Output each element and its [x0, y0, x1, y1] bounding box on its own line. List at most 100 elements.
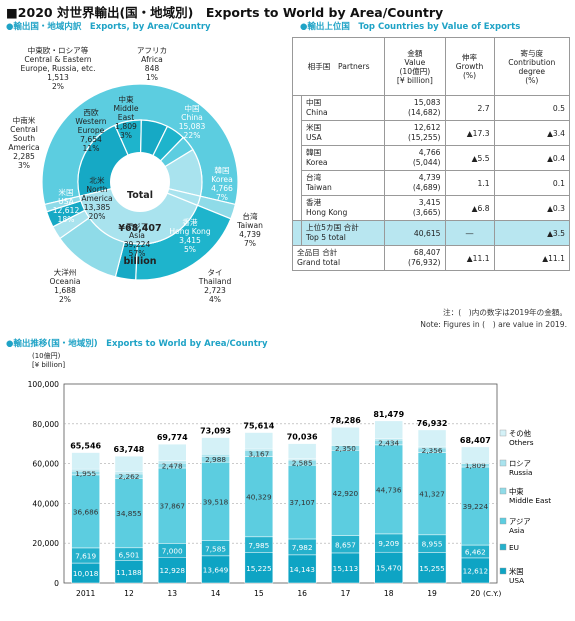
- pie-total-line1: Total: [127, 190, 153, 201]
- pie-total-line2: ¥68,407: [118, 223, 162, 234]
- bar-segment: [331, 552, 360, 584]
- row-indent: [292, 95, 302, 221]
- legend-swatch: [499, 487, 507, 495]
- legend-label: EU: [509, 543, 519, 552]
- pie-label-middleeast: 中東 Middle East 1,809 3%: [113, 95, 139, 140]
- grand-en: Grand total: [297, 258, 341, 267]
- bar-value-label: 2,262: [119, 472, 140, 481]
- bar-value-label: 15,225: [246, 564, 272, 573]
- value-2020: 3,415: [418, 198, 441, 207]
- bar-total-label: 70,036: [287, 433, 318, 442]
- bar-segment: [158, 557, 187, 584]
- bar-total-label: 81,479: [373, 410, 404, 419]
- table-row: 中国 China 15,083 (14,682) 2.7 0.5: [292, 95, 571, 221]
- country-jp: 中国: [306, 98, 322, 107]
- pie-total-label: Total ¥68,407 billion: [118, 168, 161, 278]
- pie-label-oceania: 大洋州 Oceania 1,688 2%: [49, 268, 81, 304]
- legend-swatch: [499, 543, 507, 551]
- bar-total-label: 65,546: [70, 442, 101, 451]
- table-row: 米国 USA 12,612 (15,255) ▲17.3 ▲3.4: [293, 120, 571, 146]
- value-2020: 15,083: [413, 98, 441, 107]
- bar-segment: [244, 432, 274, 450]
- pie-label-taiwan: 台湾 Taiwan 4,739 7%: [237, 212, 263, 248]
- bar-total-label: 69,774: [157, 433, 188, 442]
- legend-label: ロシア: [509, 459, 531, 468]
- bar-value-label: 7,000: [162, 546, 183, 555]
- growth: 1.1: [444, 170, 495, 196]
- bar-segment: [287, 443, 317, 460]
- table-row-top5: 上位5カ国 合計 Top 5 total 40,615 ― ▲3.5: [292, 220, 571, 246]
- legend-swatch: [499, 567, 507, 575]
- pie-label-northamerica: 北米 North America 13,385 20%: [81, 176, 113, 221]
- contribution: ▲3.4: [493, 120, 571, 146]
- bar-value-label: 1,809: [465, 461, 486, 470]
- x-tick-label: 18: [384, 589, 394, 598]
- y-tick-label: 60,000: [32, 460, 59, 469]
- y-tick-label: 20,000: [32, 539, 59, 548]
- bar-value-label: 8,657: [335, 540, 356, 549]
- bar-value-label: 39,224: [463, 502, 489, 511]
- bar-segment: [287, 464, 317, 540]
- bar-segment: [201, 555, 230, 584]
- x-tick-label: 13: [167, 589, 177, 598]
- pie-label-cee: 中東欧・ロシア等 Central & Eastern Europe, Russi…: [20, 46, 96, 91]
- grand-jp: 全品目 合計: [297, 248, 338, 257]
- bar-total-label: 75,614: [243, 422, 274, 431]
- bar-segment: [201, 461, 230, 541]
- contribution: ▲0.4: [493, 145, 571, 171]
- bar-segment: [114, 478, 144, 549]
- bar-value-label: 8,955: [422, 540, 443, 549]
- bar-segment: [71, 452, 100, 470]
- bar-value-label: 2,585: [292, 459, 313, 468]
- bar-ylabel: (10億円) [¥ billion]: [32, 352, 66, 369]
- country-en: China: [306, 108, 328, 117]
- x-tick-label: 2011: [76, 589, 95, 598]
- bar-segment: [201, 437, 230, 455]
- legend-swatch: [499, 429, 507, 437]
- bar-value-label: 6,501: [119, 550, 140, 559]
- grand-value-2019: (76,932): [408, 258, 441, 267]
- bar-value-label: 34,855: [116, 509, 142, 518]
- country-en: USA: [306, 133, 322, 142]
- bar-value-label: 13,649: [203, 565, 229, 574]
- pie-total-line3: billion: [123, 256, 157, 267]
- grand-contrib: ▲11.1: [493, 245, 571, 271]
- pie-section-title: ●輸出国・地域内訳 Exports, by Area/Country: [6, 22, 211, 32]
- bar-segment: [374, 444, 403, 535]
- country-jp: 台湾: [306, 173, 322, 182]
- growth: ▲5.5: [444, 145, 495, 171]
- note-en: Note: Figures in ( ) are value in 2019.: [420, 320, 567, 329]
- value-2019: (14,682): [408, 108, 441, 117]
- th-partner: 相手国 Partners: [291, 37, 386, 96]
- country-jp: 米国: [306, 123, 322, 132]
- bar-segment: [331, 450, 360, 536]
- country-en: Korea: [306, 158, 328, 167]
- bar-value-label: 41,327: [419, 490, 445, 499]
- bar-value-label: 7,985: [248, 541, 269, 550]
- value-2019: (15,255): [408, 133, 441, 142]
- bar-segment: [244, 552, 274, 584]
- pie-label-china: 中国 China 15,083 22%: [178, 104, 206, 140]
- value-2020: 4,766: [418, 148, 441, 157]
- value-2020: 12,612: [413, 123, 441, 132]
- th-contrib: 寄与度 Contribution degree (%): [493, 37, 571, 96]
- bar-segment: [71, 474, 100, 549]
- pie-label-hongkong: 香港 Hong Kong 3,415 5%: [169, 218, 211, 254]
- th-value: 金額 Value (10億円) [¥ billion]: [384, 37, 446, 96]
- legend-label: Asia: [509, 526, 524, 535]
- bar-segment: [374, 420, 403, 439]
- legend-label: アジア: [509, 517, 531, 526]
- bar-value-label: 14,143: [289, 565, 315, 574]
- bar-value-label: 2,350: [335, 444, 356, 453]
- bar-total-label: 68,407: [460, 436, 491, 445]
- page-title: ■2020 対世界輸出(国・地域別) Exports to World by A…: [6, 5, 444, 20]
- table-header-row: 相手国 Partners 金額 Value (10億円) [¥ billion]…: [291, 37, 571, 96]
- grand-value: 68,407: [413, 248, 441, 257]
- x-tick-label: 19: [427, 589, 437, 598]
- bar-segment: [331, 426, 360, 445]
- bar-value-label: 36,686: [73, 507, 99, 516]
- grand-growth: ▲11.1: [444, 245, 495, 271]
- bar-value-label: 37,867: [159, 502, 185, 511]
- x-tick-label: 15: [254, 589, 264, 598]
- growth: 2.7: [444, 95, 495, 121]
